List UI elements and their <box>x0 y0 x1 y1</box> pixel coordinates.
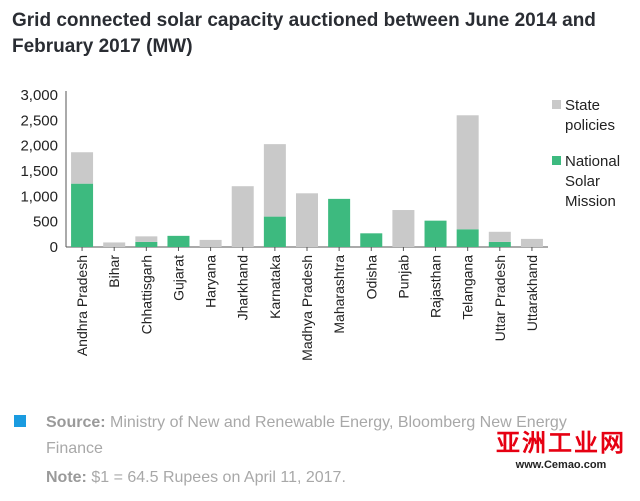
bar-national-solar-mission <box>424 220 447 247</box>
x-category-label: Madhya Pradesh <box>299 255 315 361</box>
x-category-label: Haryana <box>203 255 219 308</box>
note-text: $1 = 64.5 Rupees on April 11, 2017. <box>86 469 346 486</box>
y-tick-label: 0 <box>50 239 58 256</box>
bar-state-policies <box>456 115 479 230</box>
x-category-label: Uttarakhand <box>524 255 540 331</box>
note-label: Note: <box>46 469 87 486</box>
watermark-logo: 亚洲工业网 www.Cemao.com <box>496 428 626 472</box>
bar-state-policies <box>296 193 318 247</box>
y-tick-label: 500 <box>33 214 58 231</box>
bar-national-solar-mission <box>135 241 158 247</box>
bar-national-solar-mission <box>167 235 190 247</box>
legend-swatch <box>552 100 561 109</box>
bar-national-solar-mission <box>328 198 351 247</box>
source-line: Source: Ministry of New and Renewable En… <box>46 410 606 462</box>
x-category-label: Telangana <box>460 255 476 320</box>
bar-state-policies <box>135 236 158 242</box>
bar-national-solar-mission <box>456 229 479 247</box>
bar-national-solar-mission <box>360 233 383 247</box>
x-category-label: Chhattisgarh <box>138 255 154 334</box>
bar-national-solar-mission <box>71 183 94 247</box>
bar-state-policies <box>199 239 222 247</box>
y-tick-label: 2,500 <box>20 112 58 129</box>
bar-state-policies <box>71 152 94 184</box>
legend-swatch <box>552 156 561 165</box>
source-label: Source: <box>46 414 106 431</box>
y-tick-label: 3,000 <box>20 87 58 104</box>
x-category-label: Uttar Pradesh <box>492 255 508 341</box>
watermark-url: www.Cemao.com <box>515 459 607 471</box>
x-category-label: Bihar <box>106 255 122 288</box>
x-category-label: Odisha <box>363 255 379 300</box>
bar-national-solar-mission <box>263 216 286 247</box>
x-category-label: Andhra Pradesh <box>74 255 90 356</box>
chart-title: Grid connected solar capacity auctioned … <box>12 10 596 57</box>
x-category-label: Maharashtra <box>331 255 347 334</box>
bar-state-policies <box>263 144 286 217</box>
x-category-label: Jharkhand <box>235 255 251 320</box>
source-text: Ministry of New and Renewable Energy, Bl… <box>46 414 567 457</box>
bar-state-policies <box>103 242 126 247</box>
bar-state-policies <box>520 238 543 247</box>
bar-state-policies <box>231 186 254 247</box>
x-category-label: Rajasthan <box>428 255 444 318</box>
x-category-label: Punjab <box>395 255 411 299</box>
source-marker <box>14 415 26 427</box>
y-tick-label: 1,000 <box>20 188 58 205</box>
x-category-label: Gujarat <box>170 255 186 301</box>
y-tick-label: 1,500 <box>20 163 58 180</box>
bar-state-policies <box>392 210 415 247</box>
legend-label: National Solar Mission <box>565 153 620 210</box>
bar-national-solar-mission <box>488 241 511 247</box>
y-tick-label: 2,000 <box>20 138 58 155</box>
watermark-text: 亚洲工业网 <box>496 429 626 457</box>
x-category-label: Karnataka <box>267 255 283 319</box>
stacked-bar-chart: 0 500 1,000 1,500 2,000 2,500 3,000 Andhra Prad… <box>20 87 620 361</box>
bar-state-policies <box>488 231 511 242</box>
legend-label: State policies <box>565 97 615 134</box>
note-line: Note: $1 = 64.5 Rupees on April 11, 2017… <box>46 465 606 491</box>
